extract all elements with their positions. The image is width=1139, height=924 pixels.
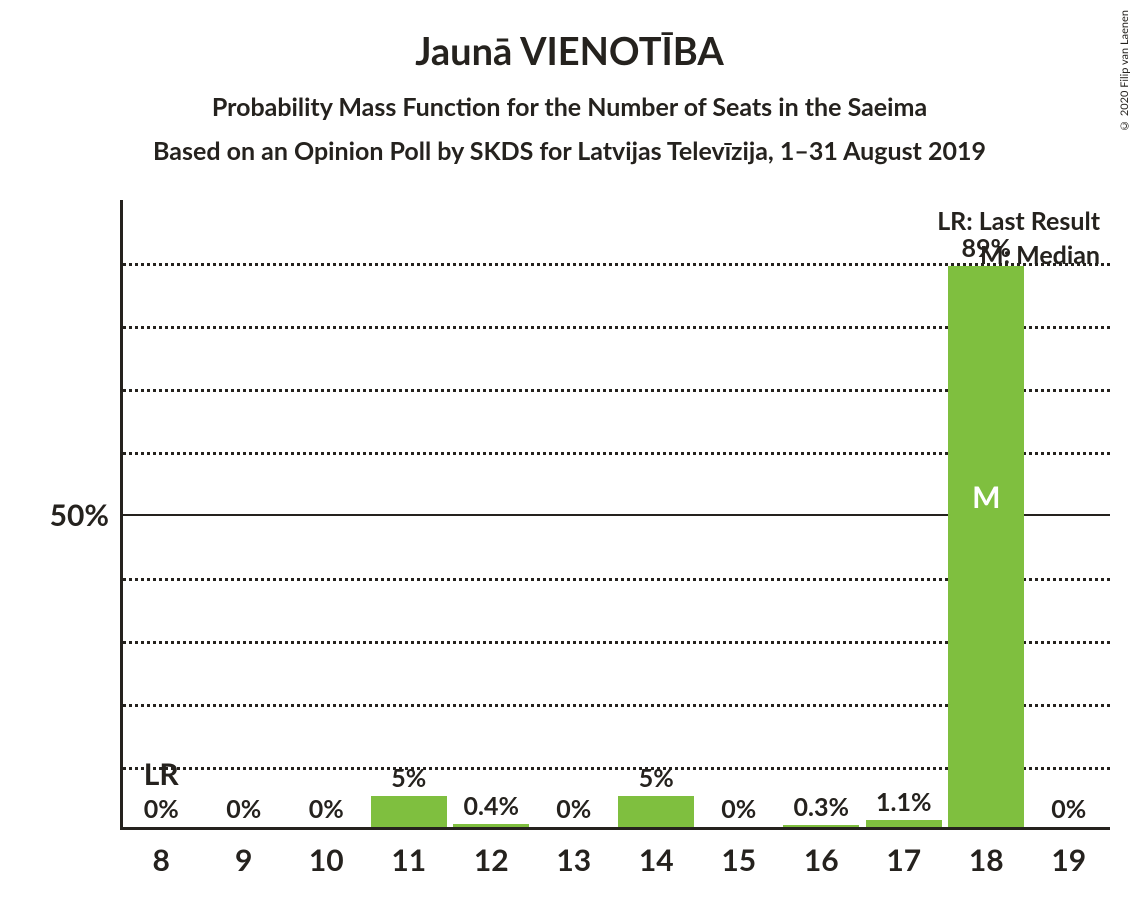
x-tick-label: 12	[474, 842, 509, 878]
x-tick-label: 19	[1051, 842, 1086, 878]
bar	[618, 796, 694, 828]
x-tick-label: 10	[309, 842, 344, 878]
bar-value-label: 0%	[1051, 794, 1086, 824]
bar-value-label: 0%	[721, 794, 756, 824]
x-tick-label: 13	[556, 842, 591, 878]
bar	[866, 820, 942, 827]
legend-last-result: LR: Last Result	[937, 206, 1100, 236]
x-tick-label: 8	[153, 842, 170, 878]
y-axis-label: 50%	[50, 497, 109, 533]
median-marker: M	[972, 479, 1000, 515]
legend-median: M: Median	[980, 240, 1100, 270]
last-result-marker: LR	[144, 756, 179, 792]
chart-subtitle-1: Probability Mass Function for the Number…	[0, 74, 1139, 122]
x-tick-label: 18	[969, 842, 1004, 878]
x-tick-label: 16	[804, 842, 839, 878]
bar-value-label: 0.4%	[464, 791, 519, 821]
bar-value-label: 0.3%	[794, 792, 849, 822]
x-tick-label: 15	[721, 842, 756, 878]
bar-value-label: 0%	[144, 794, 179, 824]
x-tick-label: 9	[235, 842, 252, 878]
bar-value-label: 5%	[639, 763, 674, 793]
bar	[948, 266, 1024, 827]
bar-value-label: 1.1%	[876, 787, 931, 817]
bar-value-label: 5%	[391, 763, 426, 793]
bar-value-label: 0%	[556, 794, 591, 824]
x-tick-label: 14	[639, 842, 674, 878]
chart-title: Jaunā VIENOTĪBA	[0, 0, 1139, 74]
x-tick-label: 11	[391, 842, 426, 878]
bar-value-label: 0%	[226, 794, 261, 824]
bar	[371, 796, 447, 828]
chart-container: Jaunā VIENOTĪBA Probability Mass Functio…	[0, 0, 1139, 924]
plot-area: 0%80%90%105%110.4%120%135%140%150.3%161.…	[120, 200, 1110, 830]
bar-value-label: 0%	[309, 794, 344, 824]
x-axis	[120, 827, 1110, 830]
copyright-text: © 2020 Filip van Laenen	[1118, 10, 1131, 132]
x-tick-label: 17	[886, 842, 921, 878]
bar	[453, 824, 529, 827]
bar	[783, 825, 859, 827]
chart-subtitle-2: Based on an Opinion Poll by SKDS for Lat…	[0, 122, 1139, 166]
